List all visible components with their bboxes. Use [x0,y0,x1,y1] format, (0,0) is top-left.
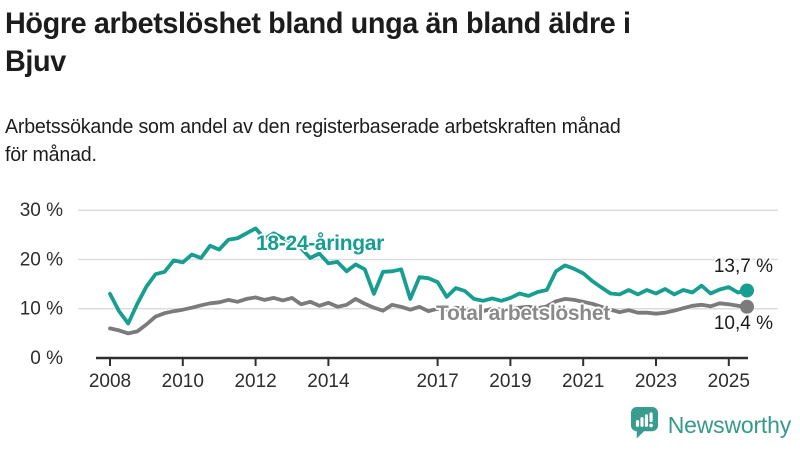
x-axis-tick-label: 2019 [489,371,531,392]
series-label-total: Total arbetslöshet [436,302,610,325]
series-end-dot [740,283,754,298]
page-title: Högre arbetslöshet bland unga än bland ä… [5,5,754,81]
x-axis-tick-label: 2025 [708,371,750,392]
chart-subtitle-line-2: för månad. [5,144,97,166]
y-axis-tick-label: 0 % [30,348,63,369]
x-axis-tick-label: 2008 [89,371,131,392]
series-label-youth: 18-24-åringar [256,232,384,255]
bar-chart-speech-bubble-icon [630,406,659,444]
page-title-line-2: Bjuv [5,45,66,78]
series-line-youth [108,226,749,326]
x-axis-tick-label: 2012 [234,371,276,392]
page-title-line-1: Högre arbetslöshet bland unga än bland ä… [5,7,631,40]
end-value-total: 10,4 % [713,313,773,334]
series-line-total [108,295,749,336]
chart-subtitle-line-1: Arbetssökande som andel av den registerb… [5,116,621,138]
newsworthy-logo[interactable]: Newsworthy [630,406,791,444]
y-axis-tick-label: 20 % [20,249,63,270]
x-axis-tick-label: 2017 [416,371,458,392]
series-end-dot [740,299,754,314]
brand-name: Newsworthy [667,411,791,438]
x-axis-tick-label: 2023 [635,371,677,392]
end-value-youth: 13,7 % [713,256,773,277]
x-axis-tick-label: 2014 [307,371,350,392]
y-axis-tick-label: 10 % [20,299,63,320]
y-axis-tick-label: 30 % [20,200,63,221]
x-axis-tick-label: 2021 [562,371,604,392]
x-axis-tick-label: 2010 [162,371,204,392]
chart-subtitle: Arbetssökande som andel av den registerb… [5,113,769,169]
